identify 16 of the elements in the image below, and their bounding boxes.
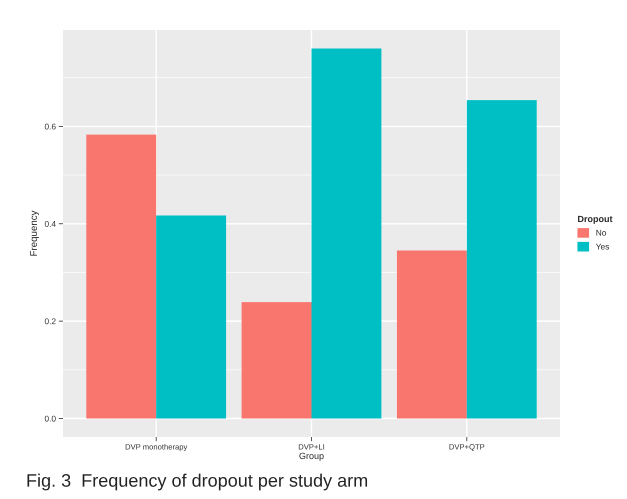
y-tick-label: 0.4 bbox=[44, 220, 56, 227]
y-tick-label: 0.2 bbox=[44, 318, 56, 324]
bar bbox=[156, 215, 226, 418]
y-axis-title: Frequency bbox=[30, 210, 39, 256]
caption: Fig. 3 Frequency of dropout per study arm bbox=[27, 474, 368, 490]
bar bbox=[242, 302, 312, 418]
legend-label: No bbox=[596, 230, 606, 236]
bar bbox=[86, 134, 156, 418]
legend-title: Dropout bbox=[578, 216, 612, 224]
bar bbox=[396, 250, 467, 418]
bar bbox=[312, 48, 382, 418]
x-axis-title: Group bbox=[299, 452, 324, 461]
legend-label: Yes bbox=[596, 244, 610, 250]
y-tick-label: 0.0 bbox=[44, 416, 56, 422]
bar bbox=[466, 100, 537, 418]
y-tick-label: 0.6 bbox=[44, 124, 56, 130]
